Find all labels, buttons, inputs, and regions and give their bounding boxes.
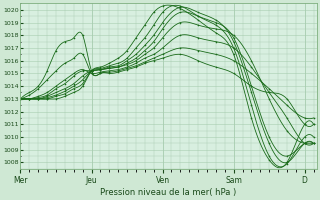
X-axis label: Pression niveau de la mer( hPa ): Pression niveau de la mer( hPa ) <box>100 188 236 197</box>
